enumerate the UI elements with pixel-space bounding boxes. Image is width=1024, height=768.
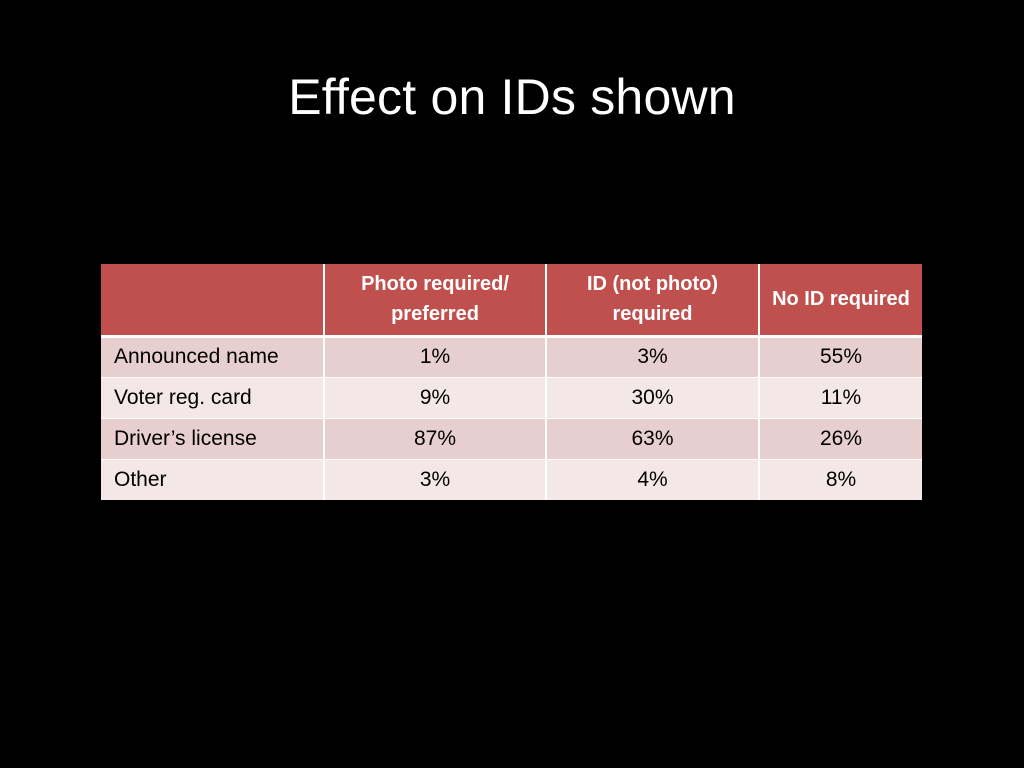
table-cell: 30% [546, 376, 760, 418]
table-cell: 3% [324, 458, 547, 500]
table-cell: 11% [759, 376, 922, 418]
header-id-not-photo-required: ID (not photo) required [546, 264, 760, 338]
table-cell: 87% [324, 417, 547, 459]
table-header-row: Photo required/ preferred ID (not photo)… [101, 264, 922, 338]
row-label: Announced name [101, 335, 325, 377]
slide-title: Effect on IDs shown [288, 69, 736, 125]
row-label: Other [101, 458, 325, 500]
table-row: Driver’s license 87% 63% 26% [101, 417, 922, 459]
table-cell: 1% [324, 335, 547, 377]
table-cell: 55% [759, 335, 922, 377]
table-row: Announced name 1% 3% 55% [101, 335, 922, 377]
header-no-id-required: No ID required [759, 264, 922, 338]
row-label: Voter reg. card [101, 376, 325, 418]
table-cell: 9% [324, 376, 547, 418]
header-corner-cell [101, 264, 325, 338]
row-label: Driver’s license [101, 417, 325, 459]
table-cell: 63% [546, 417, 760, 459]
table-row: Voter reg. card 9% 30% 11% [101, 376, 922, 418]
table-row: Other 3% 4% 8% [101, 458, 922, 500]
table-cell: 4% [546, 458, 760, 500]
table-cell: 3% [546, 335, 760, 377]
ids-table: Photo required/ preferred ID (not photo)… [101, 264, 922, 500]
table-cell: 8% [759, 458, 922, 500]
header-photo-required: Photo required/ preferred [324, 264, 547, 338]
table-cell: 26% [759, 417, 922, 459]
